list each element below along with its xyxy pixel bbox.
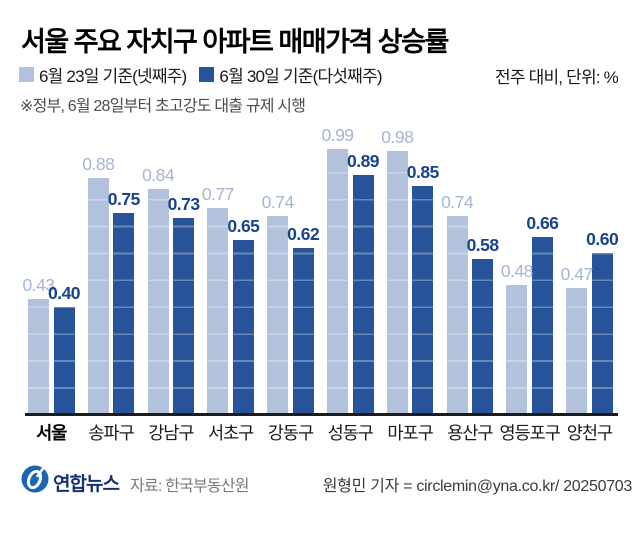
bar-dark	[113, 213, 135, 414]
bar-value-label-dark: 0.60	[586, 229, 619, 250]
bar-dark	[472, 258, 494, 414]
bar-dark	[173, 218, 195, 414]
bar-value-label-light: 0.88	[82, 154, 115, 175]
bar-light	[267, 215, 289, 414]
bar-dark	[53, 306, 75, 414]
category-label: 서울	[36, 423, 67, 443]
bar-group: 0.88 0.75	[82, 125, 140, 414]
bar-value-label-light: 0.74	[261, 191, 295, 212]
page-title: 서울 주요 자치구 아파트 매매가격 상승률	[21, 27, 449, 57]
bar-light	[327, 148, 348, 414]
bar-light	[87, 178, 109, 414]
source-credit: 자료: 한국부동산원	[130, 478, 249, 495]
legend-item-week5: 6월 30일 기준(다섯째주)	[199, 62, 382, 87]
category-label: 영등포구	[499, 423, 560, 443]
bar-value-label-light: 0.74	[441, 191, 474, 212]
bar-light	[386, 151, 408, 414]
bar-dark	[412, 186, 434, 414]
bar-light	[446, 215, 468, 414]
bar-value-label-dark: 0.58	[466, 234, 500, 255]
policy-note: ※정부, 6월 28일부터 초고강도 대출 규제 시행	[20, 98, 306, 115]
bar-value-label-light: 0.47	[560, 264, 594, 285]
legend-label-week5: 6월 30일 기준(다섯째주)	[219, 67, 382, 86]
bar-group: 0.48 0.66	[501, 125, 559, 414]
bar-value-label-dark: 0.73	[167, 194, 201, 215]
category-label: 마포구	[387, 423, 433, 443]
bar-value-label-light: 0.84	[142, 164, 175, 185]
category-label: 강남구	[148, 423, 194, 443]
bar-dark	[591, 253, 613, 414]
bar-value-label-dark: 0.40	[47, 282, 81, 303]
category-label: 송파구	[88, 423, 134, 443]
bar-value-label-light: 0.99	[321, 124, 354, 145]
bar-light	[566, 288, 588, 414]
bar-light	[207, 207, 229, 414]
bar-group: 0.99 0.89	[321, 125, 380, 414]
bar-light	[147, 188, 169, 414]
bar-dark	[232, 239, 254, 414]
bar-value-label-dark: 0.66	[526, 213, 559, 234]
reporter-credit: 원형민 기자 = circlemin@yna.co.kr/ 20250703	[322, 478, 633, 495]
yonhap-logo-text: 연합뉴스	[53, 474, 120, 495]
unit-note: 전주 대비, 단위: %	[495, 68, 619, 87]
legend-swatch-dark	[199, 67, 215, 82]
bar-group: 0.43 0.40	[22, 125, 81, 414]
bar-dark	[531, 237, 553, 414]
bar-value-label-dark: 0.89	[346, 151, 380, 172]
yonhap-logo-icon	[21, 465, 49, 493]
bar-value-label-light: 0.48	[500, 261, 534, 282]
bar-dark	[352, 175, 374, 414]
legend-item-week4: 6월 23일 기준(넷째주)	[19, 62, 187, 87]
plot-area: 0.43 0.40 0.88 0.75 0.84 0.73 0.77 0.65 0.74 0.62…	[22, 125, 619, 414]
x-axis-line	[25, 413, 618, 416]
bar-value-label-dark: 0.75	[107, 189, 141, 209]
bar-value-label-light: 0.77	[201, 183, 235, 204]
category-label: 용산구	[447, 423, 493, 443]
legend-label-week4: 6월 23일 기준(넷째주)	[39, 67, 187, 86]
bar-group: 0.98 0.85	[381, 125, 439, 414]
category-label: 양천구	[566, 423, 613, 443]
bar-value-label-light: 0.98	[381, 127, 414, 148]
bar-light	[506, 285, 528, 414]
category-label: 서초구	[207, 423, 254, 443]
bar-group: 0.74 0.62	[262, 125, 320, 414]
legend-swatch-light	[19, 67, 34, 82]
bar-value-label-light: 0.43	[22, 274, 55, 295]
bar-group: 0.47 0.60	[561, 125, 619, 414]
bar-value-label-dark: 0.85	[406, 162, 440, 183]
category-label: 강동구	[267, 423, 314, 443]
bar-value-label-dark: 0.65	[227, 215, 260, 236]
legend: 6월 23일 기준(넷째주) 6월 30일 기준(다섯째주)	[19, 62, 382, 87]
bar-dark	[292, 247, 314, 414]
bar-group: 0.74 0.58	[441, 125, 499, 414]
bar-light	[28, 298, 49, 414]
bar-group: 0.77 0.65	[202, 125, 260, 414]
bar-value-label-dark: 0.62	[287, 223, 320, 244]
bar-group: 0.84 0.73	[142, 125, 200, 414]
category-label: 성동구	[327, 423, 374, 443]
